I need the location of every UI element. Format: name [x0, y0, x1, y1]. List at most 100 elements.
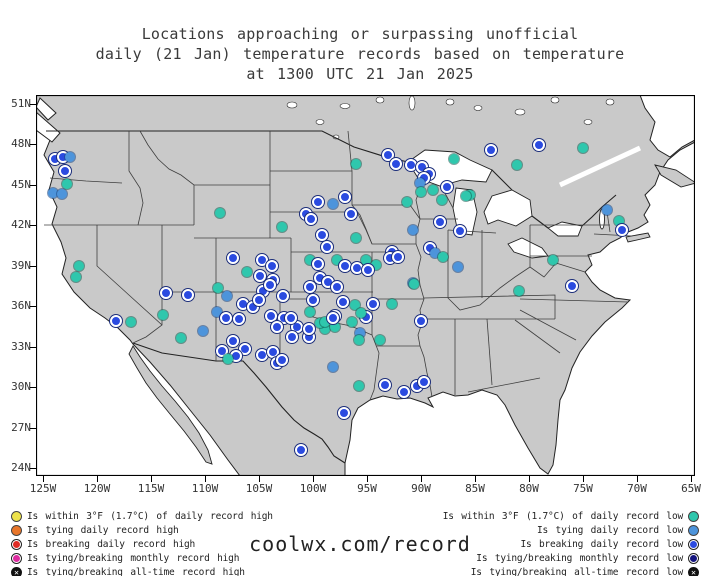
station-dot [371, 260, 381, 270]
station-dot [328, 199, 338, 209]
black-x-circle-icon: ✕ [12, 567, 21, 576]
station-dot [337, 296, 349, 308]
national-borders [46, 130, 617, 464]
station-dot [303, 323, 315, 335]
station-dot [339, 260, 351, 272]
legend-label: Is tying daily record high [27, 524, 179, 536]
station-dot [354, 381, 364, 391]
lon-tick-mark [421, 476, 422, 482]
station-dot [485, 144, 497, 156]
station-dot [212, 307, 222, 317]
station-dot [277, 222, 287, 232]
lon-tick-mark [475, 476, 476, 482]
station-dot [533, 139, 545, 151]
station-dot-layer [36, 95, 695, 476]
lat-tick-label: 36N [11, 299, 31, 313]
station-dot [437, 195, 447, 205]
lon-tick-mark [367, 476, 368, 482]
station-dot [441, 181, 453, 193]
lon-tick-label: 70W [627, 482, 647, 495]
station-dot [449, 154, 459, 164]
lat-tick-mark [30, 387, 36, 389]
lat-tick-mark [30, 346, 36, 348]
station-dot [264, 279, 276, 291]
mexico-border [132, 342, 346, 464]
legend-label: Is tying/breaking monthly record high [27, 552, 240, 564]
station-dot [271, 321, 283, 333]
lat-tick-mark [30, 184, 36, 186]
lat-tick-label: 48N [11, 137, 31, 151]
legend-item-breaking-daily-high: Is breaking daily record high [12, 537, 273, 551]
legend-item-within-daily-low: Is within 3°F (1.7°C) of daily record lo… [443, 509, 698, 523]
station-dot [330, 322, 340, 332]
station-dot [158, 310, 168, 320]
lat-tick-mark [30, 225, 36, 227]
pacific-ocean [36, 129, 241, 476]
lon-tick-mark [205, 476, 206, 482]
page-title: Locations approaching or surpassing unof… [0, 24, 720, 84]
magenta-ringed-circle-icon [12, 553, 21, 563]
station-dot [74, 261, 84, 271]
offshore-land [128, 164, 695, 465]
lat-tick-label: 24N [11, 461, 31, 475]
lon-tick-label: 105W [245, 482, 273, 495]
yellow-circle-icon [12, 511, 21, 521]
station-dot [415, 315, 427, 327]
station-dot [512, 160, 522, 170]
orange-circle-icon [12, 525, 21, 535]
navy-ringed-circle-icon [689, 553, 698, 563]
station-dot [339, 191, 351, 203]
station-dot [375, 335, 385, 345]
station-dot [379, 379, 391, 391]
station-dot [351, 233, 361, 243]
station-dot [256, 254, 268, 266]
lon-tick-mark [151, 476, 152, 482]
station-dot [222, 291, 232, 301]
title-line-3: at 1300 UTC 21 Jan 2025 [246, 65, 474, 83]
station-dot [390, 158, 402, 170]
lat-tick-label: 33N [11, 339, 31, 353]
map-frame [36, 95, 695, 476]
lat-tick-label: 42N [11, 218, 31, 232]
station-dot [48, 188, 58, 198]
teal-circle-icon [689, 511, 698, 521]
lon-tick-label: 120W [83, 482, 111, 495]
station-dot [312, 196, 324, 208]
legend-label: Is breaking daily record low [520, 538, 683, 550]
station-dot [331, 281, 343, 293]
station-dot [320, 317, 330, 327]
legend-record-high: Is within 3°F (1.7°C) of daily record hi… [12, 509, 273, 576]
lat-tick-mark [30, 306, 36, 308]
station-dot [354, 335, 364, 345]
lon-tick-mark [637, 476, 638, 482]
station-dot [220, 312, 232, 324]
station-dot [367, 298, 379, 310]
legend-item-monthly-high: Is tying/breaking monthly record high [12, 551, 273, 565]
lon-tick-label: 95W [357, 482, 377, 495]
station-dot [110, 315, 122, 327]
station-dot [285, 312, 297, 324]
ocean-shapes [36, 95, 695, 476]
station-dot [428, 185, 438, 195]
station-dot [266, 260, 278, 272]
station-dot [408, 225, 418, 235]
lon-tick-mark [97, 476, 98, 482]
lon-tick-label: 115W [137, 482, 165, 495]
baja-california [128, 345, 213, 465]
us-map [36, 95, 695, 476]
station-dot [548, 255, 558, 265]
station-dot [320, 324, 330, 334]
station-dot [316, 229, 328, 241]
lon-tick-mark [691, 476, 692, 482]
station-dot [59, 165, 71, 177]
lon-tick-mark [43, 476, 44, 482]
station-dot [305, 307, 315, 317]
station-dot [566, 280, 578, 292]
station-dot [276, 354, 288, 366]
long-island [625, 232, 651, 243]
legend-label: Is within 3°F (1.7°C) of daily record lo… [442, 510, 684, 522]
lon-tick-mark [313, 476, 314, 482]
station-dot [307, 294, 319, 306]
lat-tick-label: 27N [11, 420, 31, 434]
